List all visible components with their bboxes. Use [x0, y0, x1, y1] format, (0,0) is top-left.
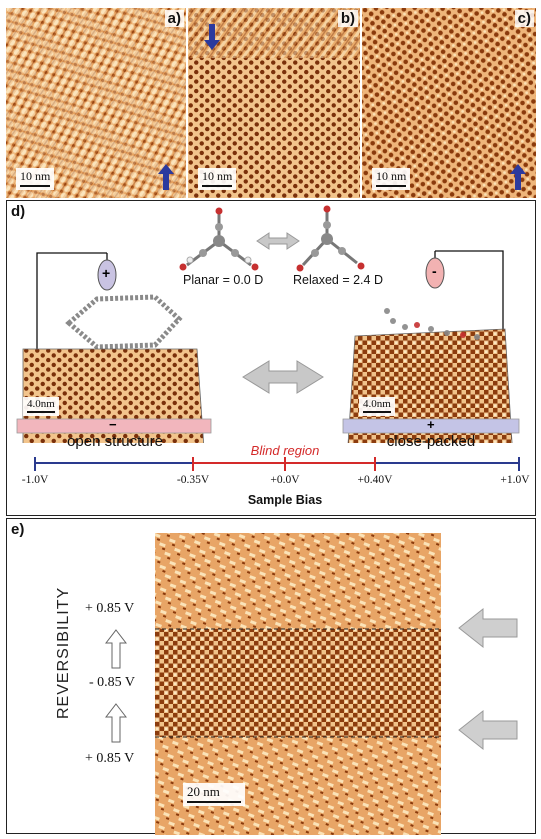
- panel-d-label: d): [11, 203, 26, 220]
- scale-bar-b: 10 nm: [198, 168, 237, 190]
- scale-bar-b-text: 10 nm: [202, 169, 233, 183]
- tip-right-sign: -: [432, 263, 437, 279]
- up-arrow-icon: [105, 629, 127, 669]
- plates: [16, 418, 520, 434]
- scale-bar-c: 10 nm: [372, 168, 411, 190]
- double-arrow-small-icon: [256, 232, 300, 250]
- panel-d: d): [6, 200, 536, 516]
- stm-image-b: [188, 8, 360, 198]
- tip-right-icon: [425, 257, 445, 289]
- blue-arrow-down-icon: [204, 24, 220, 50]
- voltage-top: + 0.85 V: [85, 601, 135, 616]
- close-packed-label: close-packed: [386, 433, 476, 450]
- panel-b-label: b): [337, 10, 358, 27]
- tick-label-1: -0.35V: [176, 474, 210, 486]
- panel-a: a) 10 nm: [6, 8, 186, 198]
- stm-image-a: [6, 8, 186, 198]
- panel-e: e) 20 nm REVERSIBILITY + 0.85 V - 0.85 V…: [6, 518, 536, 835]
- scale-bar-e-text: 20 nm: [187, 784, 220, 799]
- sample-bias-title: Sample Bias: [247, 493, 323, 507]
- relaxed-dipole: Relaxed = 2.4 D: [293, 273, 383, 287]
- tick-label-4: +1.0V: [500, 474, 530, 486]
- blind-region-label: Blind region: [250, 443, 320, 458]
- bias-axis: [34, 457, 520, 471]
- tick-label-3: +0.40V: [357, 474, 393, 486]
- scale-bar-a-text: 10 nm: [20, 169, 51, 183]
- scale-bar-d-left-text: 4.0nm: [27, 398, 55, 410]
- scale-bar-d-left: 4.0nm: [23, 397, 59, 416]
- panel-a-label: a): [164, 10, 184, 27]
- adsorbed-molecules-icon: [384, 308, 480, 340]
- tick-label-2: +0.0V: [270, 474, 300, 486]
- scale-bar-e: 20 nm: [183, 783, 245, 806]
- stm-image-c: [362, 8, 536, 198]
- panel-e-label: e): [11, 521, 25, 538]
- scale-bar-a: 10 nm: [16, 168, 55, 190]
- plate-right-sign: +: [427, 417, 435, 432]
- scale-bar-c-text: 10 nm: [376, 169, 407, 183]
- panel-c-label: c): [514, 10, 534, 27]
- panel-c: c) 10 nm: [362, 8, 536, 198]
- tip-left-sign: +: [102, 265, 111, 281]
- panel-b: b) 10 nm: [188, 8, 360, 198]
- voltage-bottom: + 0.85 V: [85, 751, 135, 766]
- open-structure-label: open structure: [67, 433, 163, 450]
- tip-left-icon: [97, 259, 117, 291]
- left-arrow-icon: [458, 607, 518, 649]
- planar-dipole: Planar = 0.0 D: [183, 273, 264, 287]
- relaxed-molecule-icon: [296, 205, 365, 272]
- blue-arrow-icon: [158, 164, 174, 190]
- scale-bar-d-right: 4.0nm: [359, 397, 395, 416]
- tick-label-0: -1.0V: [21, 474, 49, 486]
- reversibility-label: REVERSIBILITY: [55, 586, 72, 719]
- plate-left-sign: −: [109, 417, 117, 432]
- up-arrow-icon: [105, 703, 127, 743]
- left-arrow-icon: [458, 709, 518, 751]
- double-arrow-large-icon: [242, 360, 324, 394]
- molecular-ring-icon: [65, 294, 183, 350]
- scale-bar-d-right-text: 4.0nm: [363, 398, 391, 410]
- planar-molecule-icon: [179, 207, 259, 271]
- voltage-middle: - 0.85 V: [89, 675, 136, 690]
- blue-arrow-icon: [510, 164, 526, 190]
